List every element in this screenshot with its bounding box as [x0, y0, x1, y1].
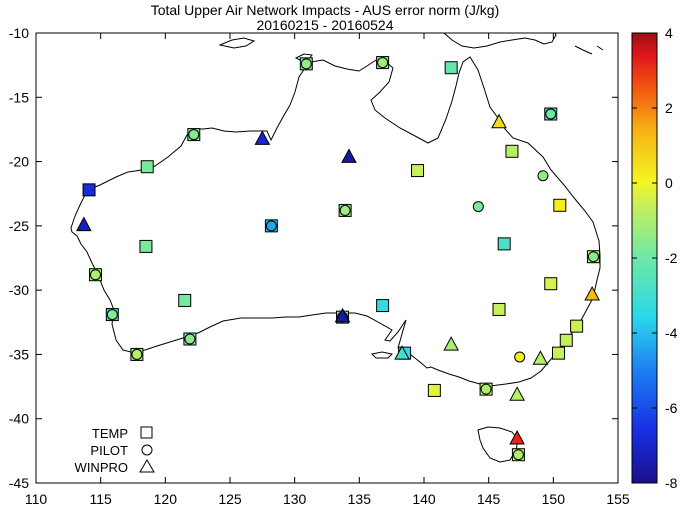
winpro-station-marker	[584, 285, 600, 301]
pilot-station-marker	[514, 351, 526, 363]
temp-station-marker	[552, 346, 566, 360]
winpro-station-marker	[254, 130, 271, 145]
pilot-station-marker	[188, 129, 200, 141]
temp-station-marker	[544, 277, 558, 291]
pilot-station-marker	[587, 251, 599, 263]
x-tick-label: 130	[283, 491, 307, 507]
y-tick-label: -20	[9, 154, 29, 170]
colorbar-tick-label: -4	[665, 325, 678, 341]
winpro-station-marker	[443, 336, 459, 351]
x-tick-label: 110	[25, 491, 48, 507]
x-axis: 110 115 120 125 130 135 140 145 150 155	[25, 33, 630, 507]
new-guinea-coastline	[443, 32, 557, 49]
legend-square-icon	[140, 426, 153, 439]
y-tick-label: -10	[9, 25, 29, 41]
temp-station-marker	[139, 239, 153, 253]
pilot-station-marker	[265, 220, 277, 232]
station-markers	[76, 56, 600, 462]
chart-subtitle: 20160215 - 20160524	[256, 17, 393, 33]
temp-station-marker	[427, 383, 441, 397]
y-tick-label: -40	[9, 411, 29, 427]
legend-entry-pilot: PILOT	[90, 443, 153, 458]
winpro-station-marker	[509, 429, 525, 445]
pilot-station-marker	[512, 449, 524, 461]
colorbar-tick-label: 4	[665, 25, 673, 41]
colorbar-tick-label: -2	[665, 250, 678, 266]
x-tick-label: 155	[606, 491, 630, 507]
winpro-station-marker	[394, 345, 410, 360]
temp-station-marker	[178, 293, 192, 307]
legend-entry-temp: TEMP	[92, 426, 153, 441]
colorbar-ticks: 4 2 0 -2 -4 -6 -8	[632, 25, 678, 491]
colorbar-tick-label: 2	[665, 100, 673, 116]
temp-station-marker	[559, 333, 573, 347]
y-tick-label: -30	[9, 282, 29, 298]
islands-north-east	[574, 45, 604, 55]
pilot-station-marker	[184, 333, 196, 345]
pilot-station-marker	[131, 348, 143, 360]
mainland-coastline	[70, 56, 601, 387]
y-tick-label: -45	[9, 475, 29, 491]
x-tick-label: 120	[154, 491, 178, 507]
winpro-station-marker	[532, 350, 549, 365]
legend: TEMP PILOT WINPRO	[75, 426, 155, 475]
winpro-station-marker	[334, 307, 351, 323]
x-tick-label: 125	[218, 491, 242, 507]
x-tick-label: 145	[477, 491, 501, 507]
temp-station-marker	[411, 164, 425, 178]
y-axis: -10 -15 -20 -25 -30 -35 -40 -45	[9, 25, 618, 491]
legend-entry-winpro: WINPRO	[75, 459, 155, 475]
pilot-station-marker	[472, 201, 484, 213]
colorbar-tick-label: -6	[665, 400, 678, 416]
winpro-station-marker	[341, 148, 357, 163]
legend-circle-icon	[141, 444, 153, 456]
pilot-station-marker	[537, 170, 549, 182]
legend-triangle-icon	[139, 459, 155, 473]
pilot-station-marker	[480, 383, 492, 395]
pilot-station-marker	[377, 57, 389, 69]
x-tick-label: 140	[412, 491, 436, 507]
colorbar-tick-label: 0	[665, 175, 673, 191]
legend-label-pilot: PILOT	[90, 443, 128, 458]
y-tick-label: -25	[9, 218, 29, 234]
melville-island-coastline	[294, 53, 313, 61]
pilot-station-marker	[545, 108, 557, 120]
y-tick-label: -15	[9, 89, 29, 105]
x-tick-label: 135	[348, 491, 372, 507]
pilot-station-marker	[300, 58, 312, 70]
colorbar-tick-label: -8	[665, 475, 678, 491]
chart-title: Total Upper Air Network Impacts - AUS er…	[151, 2, 500, 18]
y-tick-label: -35	[9, 346, 29, 362]
temp-station-marker	[82, 183, 96, 197]
temp-station-marker	[140, 160, 154, 174]
australia-coastline	[70, 32, 604, 463]
legend-label-temp: TEMP	[92, 426, 128, 441]
temp-station-marker	[376, 299, 390, 313]
winpro-station-marker	[491, 113, 507, 129]
winpro-station-marker	[509, 386, 525, 401]
temp-station-marker	[444, 61, 458, 75]
plot-area	[35, 32, 619, 484]
pilot-station-marker	[89, 269, 101, 281]
timor-coastline	[218, 37, 256, 49]
x-tick-label: 150	[542, 491, 566, 507]
temp-station-marker	[505, 144, 519, 158]
temp-station-marker	[497, 237, 511, 251]
kangaroo-island-coastline	[370, 351, 394, 359]
temp-station-marker	[553, 198, 567, 212]
temp-station-marker	[570, 319, 584, 333]
colorbar: 4 2 0 -2 -4 -6 -8	[631, 25, 678, 491]
x-tick-label: 115	[90, 491, 113, 507]
winpro-station-marker	[76, 216, 92, 232]
pilot-station-marker	[106, 309, 118, 321]
temp-station-marker	[492, 302, 506, 316]
legend-label-winpro: WINPRO	[75, 460, 128, 475]
pilot-station-marker	[339, 204, 351, 216]
